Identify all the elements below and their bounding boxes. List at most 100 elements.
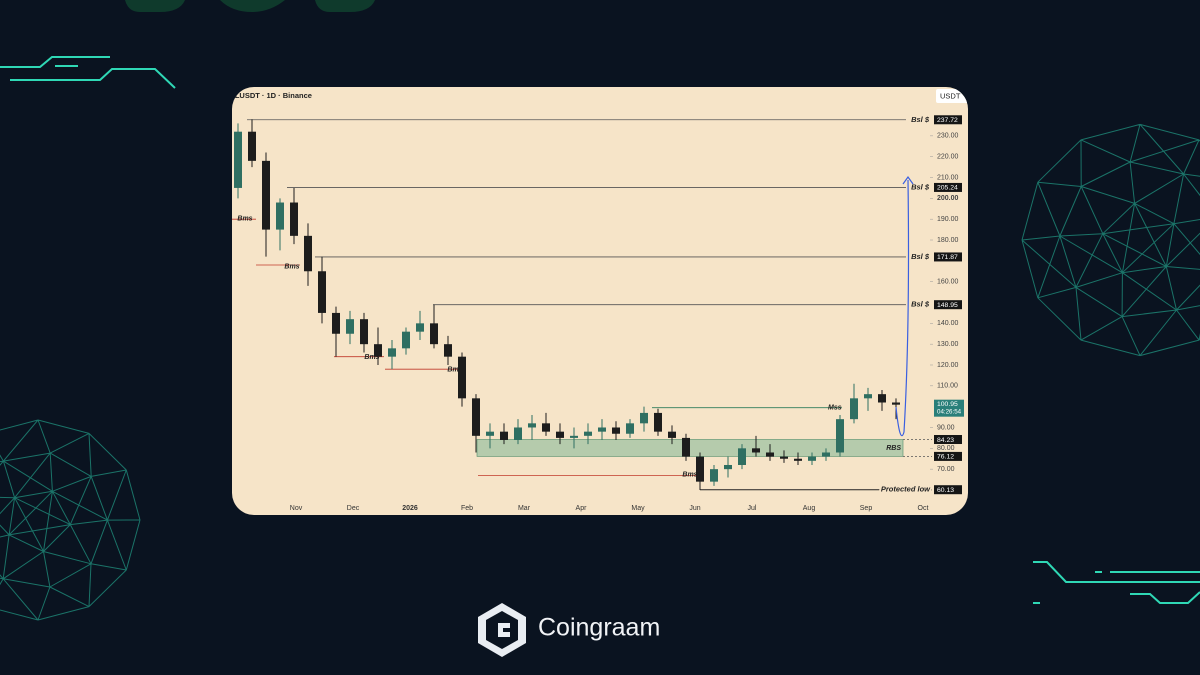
candle-body [430, 323, 438, 345]
y-tick-label: 140.00 [937, 320, 959, 327]
price-label: 171.87 [937, 254, 958, 261]
bms-label: Bms [447, 367, 462, 374]
currency: USDT [940, 91, 961, 100]
circuit-lines [0, 56, 1200, 604]
candle-body [626, 423, 634, 434]
candle-body [290, 202, 298, 236]
chart-card: 70.00 80.00 90.00 110.00 120.00 130.00 140.00 1… [224, 87, 968, 515]
y-tick-label: 90.00 [937, 424, 955, 431]
bms-label: Bms [237, 216, 252, 223]
x-tick-label: May [631, 505, 645, 512]
rbs-label: RBS [886, 445, 901, 452]
candle-body [416, 323, 424, 332]
top-decoration [125, 0, 375, 12]
brand-name: Coingraam [538, 614, 660, 642]
price-label: 84.23 [937, 437, 954, 444]
y-tick-label: 80.00 [937, 445, 955, 452]
candle-body [528, 423, 536, 428]
candle-body [332, 312, 340, 334]
y-tick-label: 110.00 [937, 383, 958, 390]
price-label: 60.13 [937, 487, 954, 494]
bms-label: Bms [284, 263, 299, 270]
y-tick-label: 130.00 [937, 341, 959, 348]
y-tick-label: 190.00 [937, 216, 959, 223]
candle-body [514, 427, 522, 440]
price-label-box [934, 300, 962, 310]
candle-body [598, 427, 606, 432]
x-tick-label: Aug [803, 505, 816, 512]
x-tick-label: Apr [576, 505, 588, 512]
candle-body [696, 456, 704, 482]
candle-body [850, 398, 858, 420]
projection-arrow [895, 179, 910, 437]
bsl-label: Bsl $ [911, 252, 930, 261]
price-label: 148.95 [937, 302, 958, 309]
bsl-label: Bsl $ [911, 182, 930, 191]
y-tick-label: 220.00 [937, 154, 959, 161]
candle-body [752, 448, 760, 453]
price-label-box [934, 435, 962, 445]
y-tick-label: 230.00 [937, 133, 959, 140]
chart-title: SOLUSDT · 1D · Binance [224, 91, 312, 100]
y-tick-label: 120.00 [937, 362, 959, 369]
bms-label: Bms [682, 472, 697, 479]
candle-body [458, 356, 466, 399]
candle-body [710, 469, 718, 482]
candle-body [262, 160, 270, 230]
price-label: 205.24 [937, 185, 958, 192]
chart: 70.00 80.00 90.00 110.00 120.00 130.00 140.00 1… [232, 115, 964, 512]
candle-body [724, 464, 732, 470]
candle-body [668, 431, 676, 438]
countdown: 04:26:54 [937, 408, 962, 415]
candle-body [542, 423, 550, 432]
mss-label: Mss [828, 405, 842, 412]
candle-body [822, 452, 830, 457]
x-tick-label: Mar [518, 505, 531, 512]
price-label: 237.72 [937, 117, 958, 124]
candle-body [248, 131, 256, 161]
candle-body [878, 394, 886, 403]
candle-body [304, 235, 312, 272]
candle-body [318, 271, 326, 313]
x-tick-label: Nov [290, 505, 303, 512]
y-tick-label: 180.00 [937, 237, 959, 244]
candle-body [612, 427, 620, 434]
protected-low-label: Protected low [881, 485, 931, 494]
candle-body [388, 348, 396, 357]
brand-logo [478, 603, 526, 657]
candle-body [584, 431, 592, 436]
candle-body [864, 394, 872, 399]
projection-arrowhead [902, 175, 914, 185]
candle-body [444, 344, 452, 357]
candle-body [276, 202, 284, 230]
x-tick-label: 2026 [402, 505, 418, 512]
y-tick-label: 210.00 [937, 174, 959, 181]
candle-body [794, 458, 802, 461]
x-tick-label: Sep [860, 505, 873, 512]
sphere-wire [0, 419, 141, 621]
x-tick-label: Feb [461, 505, 473, 512]
geodesic-spheres [0, 123, 1200, 621]
bsl-label: Bsl $ [911, 300, 930, 309]
candle-body [892, 402, 900, 405]
candle-body [640, 412, 648, 424]
candle-body [402, 331, 410, 349]
sphere-wire [1021, 123, 1200, 357]
candle-body [556, 431, 564, 438]
candle-body [780, 456, 788, 459]
candle-body [486, 431, 494, 436]
candle-body [472, 398, 480, 436]
candle-body [766, 452, 774, 457]
x-tick-label: Oct [918, 505, 929, 512]
price-label-box [934, 485, 962, 495]
candle-body [374, 344, 382, 357]
candle-body [234, 131, 242, 188]
candle-body [654, 412, 662, 432]
y-tick-label: 200.00 [937, 195, 959, 202]
candle-body [808, 456, 816, 461]
candle-body [738, 448, 746, 465]
candle-body [836, 419, 844, 453]
current-price-box [934, 399, 964, 417]
